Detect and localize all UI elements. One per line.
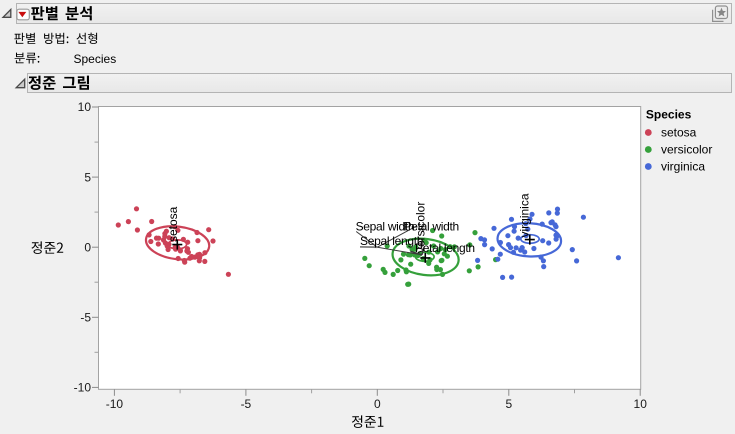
svg-text:10: 10 [78,100,92,114]
svg-text:Sepal length: Sepal length [360,234,423,248]
svg-text:Species: Species [646,108,692,122]
svg-text:5: 5 [84,170,91,184]
svg-text:10: 10 [634,397,648,411]
svg-text:versicolor: versicolor [413,202,427,253]
svg-text:virginica: virginica [517,193,531,237]
svg-text:virginica: virginica [661,160,705,174]
svg-text:0: 0 [84,240,91,254]
svg-text:Petal width: Petal width [404,220,459,234]
svg-text:-10: -10 [106,397,124,411]
svg-text:-5: -5 [80,311,91,325]
svg-text:-10: -10 [74,381,92,395]
svg-text:Petal length: Petal length [415,241,475,255]
svg-text:Sepal width: Sepal width [356,219,415,233]
svg-text:-5: -5 [241,397,252,411]
svg-text:5: 5 [505,397,512,411]
svg-text:setosa: setosa [661,126,697,140]
svg-text:setosa: setosa [166,206,180,242]
svg-text:0: 0 [374,397,381,411]
svg-text:versicolor: versicolor [661,143,712,157]
